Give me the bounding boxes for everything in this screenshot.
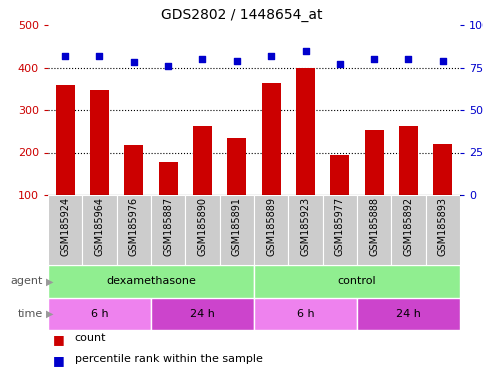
- Bar: [48, 265, 254, 298]
- Point: [302, 48, 310, 54]
- Point: [370, 56, 378, 62]
- Text: GSM185976: GSM185976: [129, 197, 139, 256]
- Bar: [151, 195, 185, 265]
- Bar: [262, 83, 281, 195]
- Text: ▶: ▶: [45, 309, 53, 319]
- Bar: [48, 195, 82, 265]
- Bar: [391, 195, 426, 265]
- Bar: [296, 68, 315, 195]
- Bar: [323, 195, 357, 265]
- Text: 6 h: 6 h: [297, 309, 314, 319]
- Text: GSM185889: GSM185889: [266, 197, 276, 256]
- Point: [233, 58, 241, 64]
- Bar: [82, 195, 117, 265]
- Bar: [254, 265, 460, 298]
- Bar: [254, 298, 357, 330]
- Bar: [185, 195, 220, 265]
- Text: GSM185977: GSM185977: [335, 197, 345, 257]
- Bar: [254, 195, 288, 265]
- Text: count: count: [74, 333, 106, 343]
- Text: dexamethasone: dexamethasone: [106, 276, 196, 286]
- Bar: [227, 137, 246, 195]
- Bar: [117, 195, 151, 265]
- Bar: [288, 195, 323, 265]
- Text: time: time: [18, 309, 43, 319]
- Text: 6 h: 6 h: [91, 309, 108, 319]
- Point: [96, 53, 103, 59]
- Bar: [357, 298, 460, 330]
- Bar: [48, 298, 151, 330]
- Text: GSM185964: GSM185964: [95, 197, 104, 256]
- Bar: [433, 144, 452, 195]
- Text: GSM185888: GSM185888: [369, 197, 379, 256]
- Bar: [330, 156, 349, 195]
- Point: [199, 56, 206, 62]
- Bar: [357, 195, 391, 265]
- Text: GSM185892: GSM185892: [403, 197, 413, 256]
- Text: GSM185890: GSM185890: [198, 197, 208, 256]
- Text: GSM185924: GSM185924: [60, 197, 70, 256]
- Bar: [56, 84, 74, 195]
- Text: GDS2802 / 1448654_at: GDS2802 / 1448654_at: [161, 8, 322, 22]
- Text: agent: agent: [11, 276, 43, 286]
- Text: GSM185887: GSM185887: [163, 197, 173, 256]
- Point: [164, 63, 172, 69]
- Bar: [399, 126, 418, 195]
- Point: [130, 59, 138, 65]
- Point: [405, 56, 412, 62]
- Bar: [90, 89, 109, 195]
- Bar: [159, 162, 178, 195]
- Bar: [125, 145, 143, 195]
- Text: ■: ■: [53, 354, 65, 367]
- Text: percentile rank within the sample: percentile rank within the sample: [74, 354, 262, 364]
- Text: 24 h: 24 h: [396, 309, 421, 319]
- Bar: [151, 298, 254, 330]
- Bar: [365, 131, 384, 195]
- Text: ■: ■: [53, 333, 65, 346]
- Text: GSM185923: GSM185923: [300, 197, 311, 256]
- Point: [267, 53, 275, 59]
- Text: GSM185893: GSM185893: [438, 197, 448, 256]
- Text: GSM185891: GSM185891: [232, 197, 242, 256]
- Point: [61, 53, 69, 59]
- Text: ▶: ▶: [45, 276, 53, 286]
- Bar: [220, 195, 254, 265]
- Text: control: control: [338, 276, 376, 286]
- Bar: [193, 126, 212, 195]
- Text: 24 h: 24 h: [190, 309, 215, 319]
- Bar: [426, 195, 460, 265]
- Point: [336, 61, 344, 67]
- Point: [439, 58, 447, 64]
